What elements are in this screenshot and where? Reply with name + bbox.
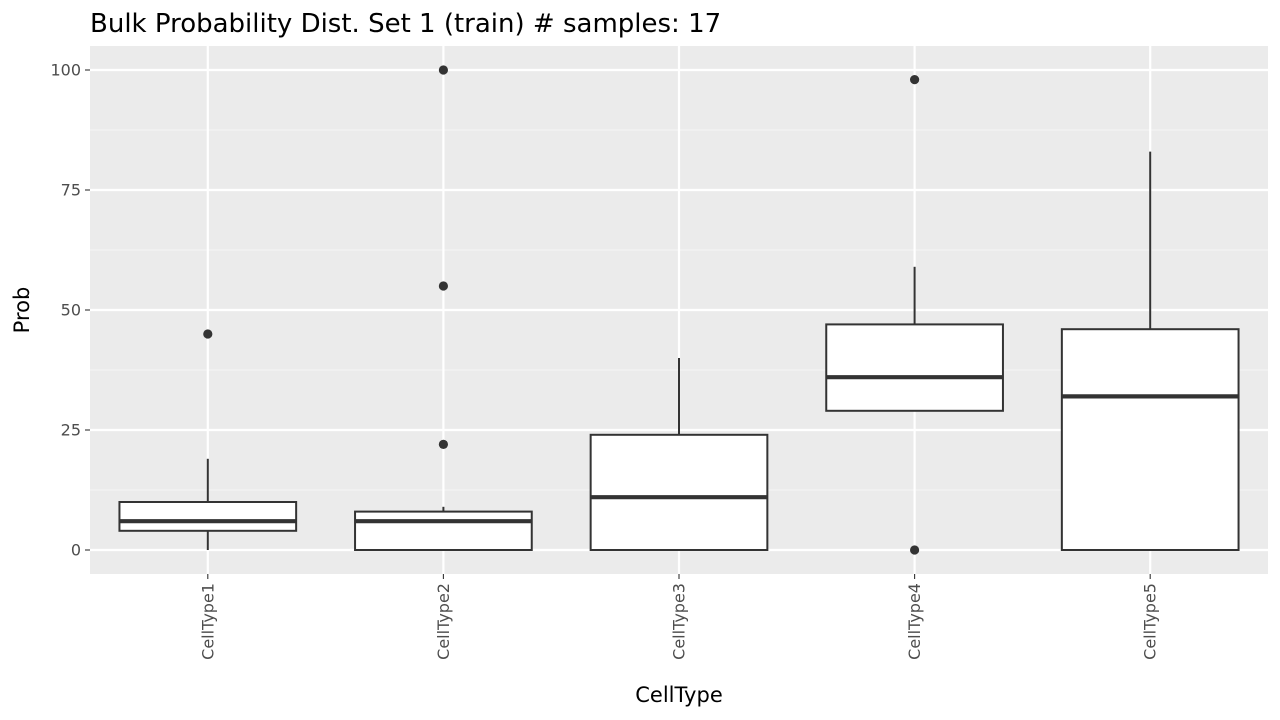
- chart-title: Bulk Probability Dist. Set 1 (train) # s…: [90, 9, 721, 39]
- boxplot-CellType5: [1060, 151, 1240, 552]
- outlier-point: [910, 545, 920, 555]
- x-tick-label: CellType2: [434, 583, 453, 660]
- box-iqr: [354, 510, 533, 552]
- boxplot-CellType3: [589, 358, 769, 551]
- x-axis: CellType1 CellType2 CellType3 CellType4 Cell…: [198, 574, 1160, 660]
- boxplots: [118, 65, 1240, 555]
- outlier-point: [203, 329, 213, 339]
- outlier-point: [438, 439, 448, 449]
- box-iqr: [1060, 328, 1240, 552]
- outlier-point: [910, 75, 920, 85]
- y-tick-label: 0: [71, 541, 81, 560]
- outlier-point: [438, 281, 448, 291]
- y-tick-label: 25: [61, 421, 81, 440]
- y-tick-label: 75: [61, 181, 81, 200]
- x-tick-label: CellType1: [198, 583, 217, 660]
- outlier-point: [438, 65, 448, 75]
- box-iqr: [118, 501, 298, 532]
- boxplot-CellType4: [825, 75, 1004, 555]
- x-tick-label: CellType4: [905, 583, 924, 660]
- box-iqr: [825, 323, 1004, 412]
- y-tick-label: 50: [61, 301, 81, 320]
- y-axis-title: Prob: [10, 287, 34, 334]
- boxplot-CellType1: [118, 329, 298, 550]
- x-tick-label: CellType3: [670, 583, 689, 660]
- y-tick-label: 100: [50, 61, 81, 80]
- boxplot-CellType2: [354, 65, 533, 552]
- x-tick-label: CellType5: [1141, 583, 1160, 660]
- box-iqr: [589, 433, 769, 551]
- x-axis-title: CellType: [635, 683, 723, 707]
- y-axis: 0 25 50 75 100: [50, 61, 90, 560]
